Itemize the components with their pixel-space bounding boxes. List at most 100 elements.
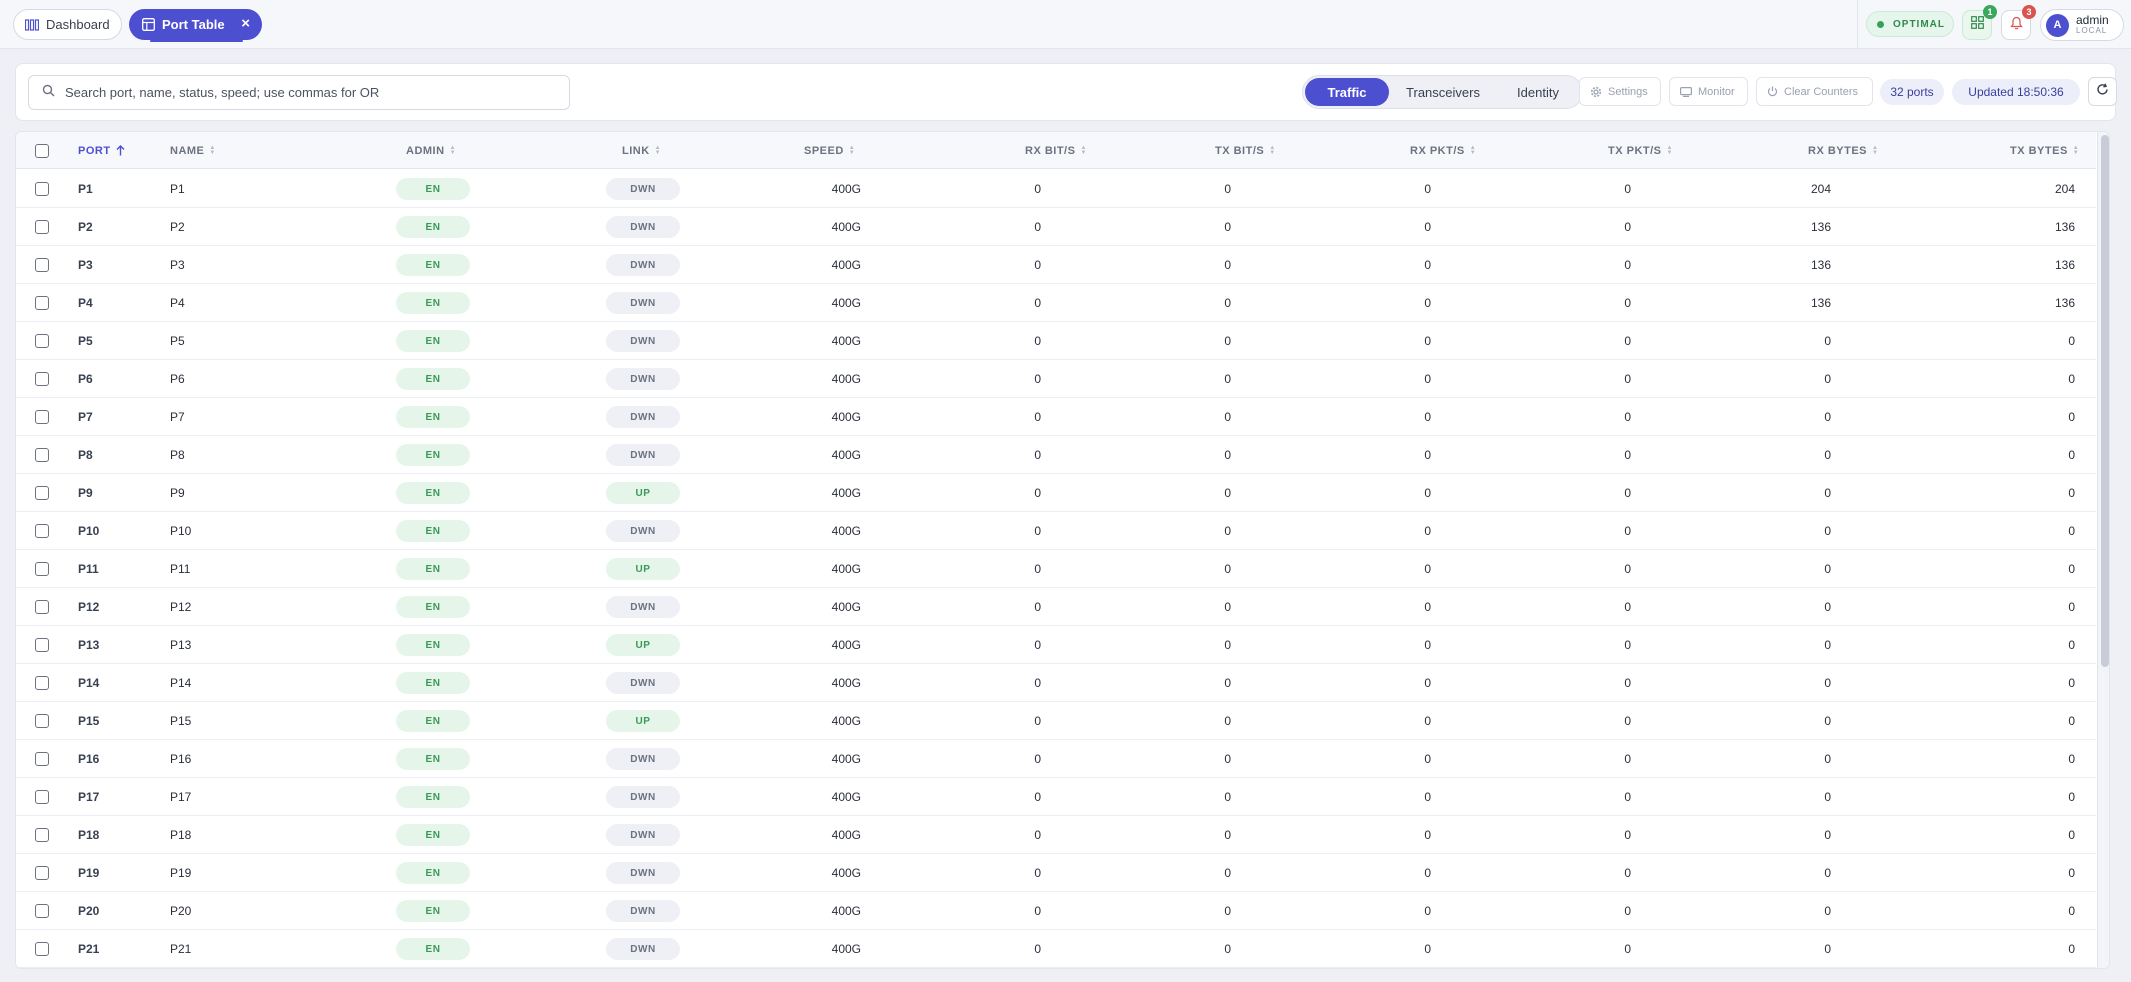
view-traffic-button[interactable]: Traffic — [1305, 78, 1389, 106]
row-checkbox[interactable] — [35, 588, 49, 626]
tab-dashboard[interactable]: Dashboard — [13, 9, 122, 40]
link-status-badge: DWN — [606, 444, 680, 466]
tab-port-table[interactable]: Port Table × — [129, 9, 262, 40]
apps-button[interactable]: 1 — [1962, 5, 1997, 40]
cell-tx-pkts: 0 — [1624, 790, 1631, 804]
table-row[interactable]: P4 P4 EN DWN 400G 0 0 0 0 136 136 — [16, 284, 2096, 322]
table-row[interactable]: P5 P5 EN DWN 400G 0 0 0 0 0 0 — [16, 322, 2096, 360]
column-header-tx-bits[interactable]: TX BIT/S ▲ ▼ — [1215, 144, 1276, 157]
table-row[interactable]: P10 P10 EN DWN 400G 0 0 0 0 0 0 — [16, 512, 2096, 550]
refresh-button[interactable] — [2088, 77, 2117, 106]
table-row[interactable]: P21 P21 EN DWN 400G 0 0 0 0 0 0 — [16, 930, 2096, 968]
admin-status-badge: EN — [396, 558, 470, 580]
row-checkbox[interactable] — [35, 626, 49, 664]
column-header-rx-bytes[interactable]: RX BYTES ▲ ▼ — [1808, 144, 1879, 157]
row-checkbox[interactable] — [35, 474, 49, 512]
cell-port: P10 — [78, 524, 100, 538]
table-row[interactable]: P6 P6 EN DWN 400G 0 0 0 0 0 0 — [16, 360, 2096, 398]
view-transceivers-button[interactable]: Transceivers — [1406, 84, 1480, 100]
column-header-tx-pkts[interactable]: TX PKT/S ▲ ▼ — [1608, 144, 1673, 157]
cell-tx-bits: 0 — [1224, 182, 1231, 196]
row-checkbox[interactable] — [35, 930, 49, 968]
table-row[interactable]: P8 P8 EN DWN 400G 0 0 0 0 0 0 — [16, 436, 2096, 474]
column-header-port[interactable]: PORT — [78, 132, 125, 169]
column-header-speed[interactable]: SPEED ▲ ▼ — [804, 144, 856, 157]
row-checkbox[interactable] — [35, 246, 49, 284]
table-row[interactable]: P1 P1 EN DWN 400G 0 0 0 0 204 204 — [16, 170, 2096, 208]
cell-name: P2 — [170, 220, 185, 234]
row-checkbox[interactable] — [35, 436, 49, 474]
select-all-checkbox[interactable] — [35, 132, 49, 169]
search-input[interactable] — [65, 85, 545, 100]
cell-admin: EN — [396, 512, 470, 550]
row-checkbox[interactable] — [35, 778, 49, 816]
view-switcher: Traffic Transceivers Identity — [1302, 75, 1583, 109]
admin-status-badge: EN — [396, 786, 470, 808]
row-checkbox[interactable] — [35, 208, 49, 246]
table-row[interactable]: P16 P16 EN DWN 400G 0 0 0 0 0 0 — [16, 740, 2096, 778]
cell-rx-pkts: 0 — [1424, 258, 1431, 272]
row-checkbox[interactable] — [35, 740, 49, 778]
system-status-badge[interactable]: OPTIMAL — [1866, 11, 1954, 37]
row-checkbox[interactable] — [35, 702, 49, 740]
table-row[interactable]: P14 P14 EN DWN 400G 0 0 0 0 0 0 — [16, 664, 2096, 702]
row-checkbox[interactable] — [35, 854, 49, 892]
monitor-button[interactable]: Monitor — [1669, 77, 1748, 106]
row-checkbox[interactable] — [35, 284, 49, 322]
cell-port: P9 — [78, 486, 93, 500]
column-header-rx-bits[interactable]: RX BIT/S ▲ ▼ — [1025, 144, 1087, 157]
table-row[interactable]: P9 P9 EN UP 400G 0 0 0 0 0 0 — [16, 474, 2096, 512]
view-identity-button[interactable]: Identity — [1517, 84, 1559, 100]
column-header-link[interactable]: LINK ▲ ▼ — [622, 144, 662, 157]
cell-rx-pkts: 0 — [1424, 866, 1431, 880]
row-checkbox[interactable] — [35, 816, 49, 854]
cell-rx-bits: 0 — [1034, 866, 1041, 880]
cell-tx-pkts: 0 — [1624, 220, 1631, 234]
scrollbar-thumb[interactable] — [2101, 135, 2109, 667]
notifications-button[interactable]: 3 — [2001, 5, 2036, 40]
table-row[interactable]: P13 P13 EN UP 400G 0 0 0 0 0 0 — [16, 626, 2096, 664]
admin-status-badge: EN — [396, 216, 470, 238]
row-checkbox[interactable] — [35, 170, 49, 208]
clear-counters-button[interactable]: Clear Counters — [1756, 77, 1873, 106]
cell-rx-bits: 0 — [1034, 486, 1041, 500]
table-row[interactable]: P15 P15 EN UP 400G 0 0 0 0 0 0 — [16, 702, 2096, 740]
table-row[interactable]: P19 P19 EN DWN 400G 0 0 0 0 0 0 — [16, 854, 2096, 892]
table-row[interactable]: P12 P12 EN DWN 400G 0 0 0 0 0 0 — [16, 588, 2096, 626]
cell-tx-bytes: 0 — [2068, 410, 2075, 424]
column-header-rx-pkts[interactable]: RX PKT/S ▲ ▼ — [1410, 144, 1477, 157]
table-scrollbar[interactable] — [2097, 132, 2109, 968]
close-icon[interactable]: × — [241, 15, 250, 32]
status-dot-icon — [1877, 20, 1884, 28]
cell-link: DWN — [606, 246, 680, 284]
cell-tx-bits: 0 — [1224, 220, 1231, 234]
row-checkbox[interactable] — [35, 550, 49, 588]
row-checkbox[interactable] — [35, 512, 49, 550]
cell-port: P7 — [78, 410, 93, 424]
table-row[interactable]: P7 P7 EN DWN 400G 0 0 0 0 0 0 — [16, 398, 2096, 436]
row-checkbox[interactable] — [35, 360, 49, 398]
cell-rx-bits: 0 — [1034, 676, 1041, 690]
link-status-badge: UP — [606, 482, 680, 504]
cell-tx-pkts: 0 — [1624, 828, 1631, 842]
table-row[interactable]: P11 P11 EN UP 400G 0 0 0 0 0 0 — [16, 550, 2096, 588]
row-checkbox[interactable] — [35, 398, 49, 436]
column-header-admin[interactable]: ADMIN ▲ ▼ — [406, 144, 457, 157]
table-row[interactable]: P20 P20 EN DWN 400G 0 0 0 0 0 0 — [16, 892, 2096, 930]
cell-rx-bytes: 136 — [1810, 296, 1831, 310]
user-menu[interactable]: A admin LOCAL — [2040, 9, 2124, 41]
table-row[interactable]: P2 P2 EN DWN 400G 0 0 0 0 136 136 — [16, 208, 2096, 246]
table-row[interactable]: P3 P3 EN DWN 400G 0 0 0 0 136 136 — [16, 246, 2096, 284]
cell-name: P6 — [170, 372, 185, 386]
tab-port-table-label: Port Table — [162, 17, 225, 32]
table-row[interactable]: P17 P17 EN DWN 400G 0 0 0 0 0 0 — [16, 778, 2096, 816]
cell-tx-bits: 0 — [1224, 600, 1231, 614]
row-checkbox[interactable] — [35, 664, 49, 702]
cell-rx-pkts: 0 — [1424, 524, 1431, 538]
column-header-tx-bytes[interactable]: TX BYTES ▲ ▼ — [2010, 144, 2080, 157]
row-checkbox[interactable] — [35, 322, 49, 360]
column-header-name[interactable]: NAME ▲ ▼ — [170, 144, 216, 157]
settings-button[interactable]: Settings — [1579, 77, 1661, 106]
row-checkbox[interactable] — [35, 892, 49, 930]
table-row[interactable]: P18 P18 EN DWN 400G 0 0 0 0 0 0 — [16, 816, 2096, 854]
